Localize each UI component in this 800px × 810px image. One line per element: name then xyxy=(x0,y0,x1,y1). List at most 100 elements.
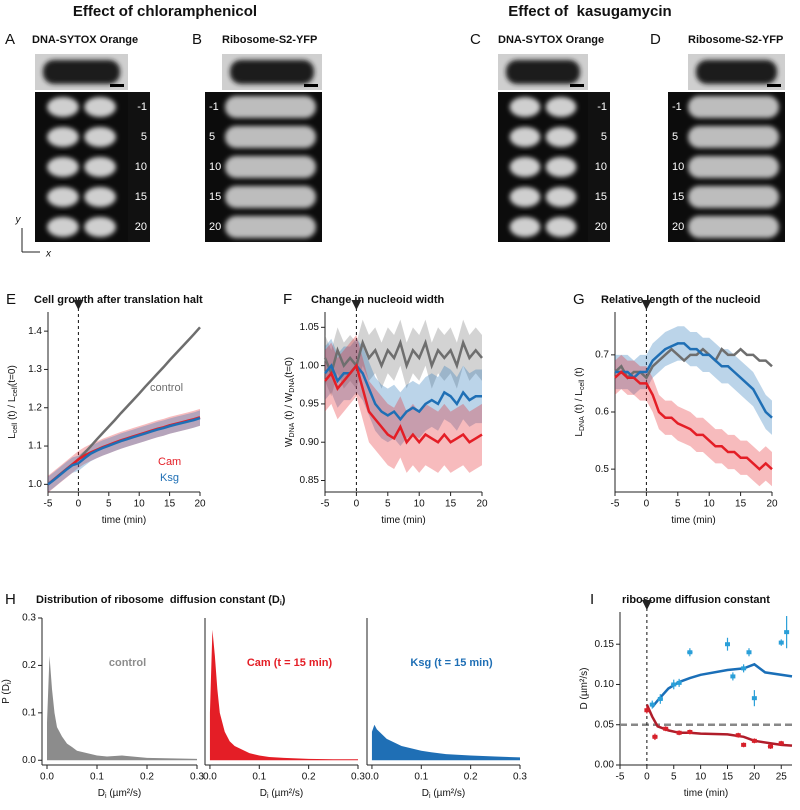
time-label: -1 xyxy=(137,101,147,113)
chart-title: ribosome diffusion constant xyxy=(622,594,770,606)
data-point xyxy=(730,674,736,679)
x-axis-label: Di (µm²/s) xyxy=(422,788,465,801)
y-tick-label: 1.05 xyxy=(300,322,320,333)
x-tick-label: 5 xyxy=(385,499,391,510)
trend-line xyxy=(645,704,793,747)
distribution-area xyxy=(371,724,520,761)
y-axis-label-part: DNA xyxy=(289,378,296,393)
x-tick-label: 0.0 xyxy=(203,772,217,783)
y-tick-label: 0.6 xyxy=(595,407,609,418)
x-tick-label: 0.3 xyxy=(513,772,527,783)
y-tick-label: 0.1 xyxy=(22,707,36,718)
x-tick-label: 20 xyxy=(749,772,761,783)
series-name: Ksg (t = 15 min) xyxy=(410,657,493,669)
series-line xyxy=(614,370,773,471)
x-tick-label: 20 xyxy=(476,499,488,510)
series-line xyxy=(615,342,773,419)
y-tick-label: 1.3 xyxy=(28,364,42,375)
data-point xyxy=(751,696,757,701)
x-tick-label: 0 xyxy=(644,772,650,783)
x-tick-label: 0.2 xyxy=(140,772,154,783)
x-tick-label: 10 xyxy=(134,499,146,510)
time-label: 15 xyxy=(209,191,221,203)
y-axis-label-part: i xyxy=(6,682,13,684)
cell xyxy=(688,156,779,178)
cell xyxy=(225,126,316,148)
nucleoid xyxy=(545,157,577,177)
x-tick-label: 0 xyxy=(354,499,360,510)
nucleoid xyxy=(47,157,79,177)
time-label: 20 xyxy=(135,221,147,233)
x-tick-label: -5 xyxy=(44,499,53,510)
x-tick-label: 0.1 xyxy=(252,772,266,783)
nucleoid xyxy=(84,157,116,177)
scale-bar xyxy=(304,84,318,87)
nucleoid xyxy=(47,217,79,237)
x-tick-label: -5 xyxy=(616,772,625,783)
time-label: 20 xyxy=(595,221,607,233)
y-axis-label-part: cell xyxy=(12,386,19,397)
y-tick-label: 0.2 xyxy=(22,660,36,671)
time-column xyxy=(128,92,150,242)
distribution-area xyxy=(47,655,197,761)
panel-label: F xyxy=(283,291,292,308)
y-tick-label: 0.95 xyxy=(300,399,320,410)
y-tick-label: 0.5 xyxy=(595,464,609,475)
chart-title: Change in nucleoid width xyxy=(311,294,445,306)
x-tick-label: 0 xyxy=(644,499,650,510)
data-point xyxy=(676,680,682,685)
y-axis-label-part: DNA xyxy=(579,416,586,431)
nucleoid xyxy=(509,187,541,207)
y-axis-label-part: L xyxy=(7,433,18,439)
nucleoid xyxy=(509,127,541,147)
x-tick-label: 15 xyxy=(735,499,747,510)
y-axis-label: D (µm²/s) xyxy=(579,668,590,710)
error-band xyxy=(48,410,200,492)
time-label: 15 xyxy=(672,191,684,203)
time-label: 20 xyxy=(672,221,684,233)
y-tick-label: 0.10 xyxy=(595,679,615,690)
cell xyxy=(225,96,316,118)
error-band xyxy=(48,408,200,493)
x-tick-label: 5 xyxy=(106,499,112,510)
cell xyxy=(225,156,316,178)
nucleoid xyxy=(84,127,116,147)
panel-label: I xyxy=(590,591,594,608)
x-axis-label-part: D xyxy=(422,788,429,799)
y-tick-label: 1.00 xyxy=(300,360,320,371)
cell-image xyxy=(230,60,314,84)
y-tick-label: 1.1 xyxy=(28,441,42,452)
panel-title-part: ) xyxy=(282,594,286,606)
x-tick-label: 15 xyxy=(722,772,734,783)
data-point xyxy=(746,650,752,655)
cell-image xyxy=(506,60,580,84)
nucleoid xyxy=(84,97,116,117)
y-tick-label: 1.4 xyxy=(28,326,42,337)
axis-hint-label: x xyxy=(45,249,52,260)
time-label: -1 xyxy=(209,101,219,113)
series-name: Cam xyxy=(158,456,181,468)
scale-bar xyxy=(570,84,584,87)
data-point xyxy=(735,733,741,738)
panel-label: E xyxy=(6,291,16,308)
x-tick-label: 0.1 xyxy=(90,772,104,783)
y-axis-label-part: (t) / W xyxy=(284,392,295,423)
error-band xyxy=(615,354,772,487)
panel-title: DNA-SYTOX Orange xyxy=(498,34,604,46)
y-axis-label-part: ) xyxy=(1,679,12,682)
series-line xyxy=(324,362,483,445)
panel-title: DNA-SYTOX Orange xyxy=(32,34,138,46)
y-axis-label-part: (t=0) xyxy=(284,357,295,378)
x-tick-label: 0.1 xyxy=(414,772,428,783)
y-axis-label: Lcell (t) / Lcell(t=0) xyxy=(7,365,20,439)
data-point xyxy=(784,630,790,635)
x-tick-label: 0.3 xyxy=(351,772,365,783)
x-axis-label-part: time (min) xyxy=(684,788,728,799)
trend-line xyxy=(651,662,793,708)
x-tick-label: 20 xyxy=(766,499,778,510)
y-axis-label-part: cell xyxy=(579,379,586,390)
data-point xyxy=(725,642,730,647)
data-point xyxy=(778,640,784,645)
chart-title: Relative length of the nucleoid xyxy=(601,294,761,306)
data-point xyxy=(687,729,693,734)
